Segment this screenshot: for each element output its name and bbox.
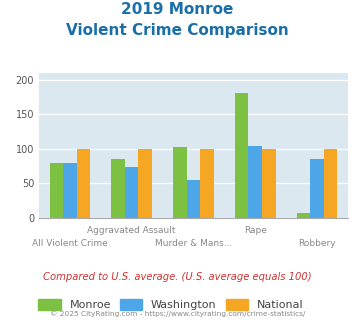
Bar	[50, 163, 63, 218]
Bar	[111, 159, 125, 218]
Text: Murder & Mans...: Murder & Mans...	[155, 239, 232, 248]
Bar	[310, 159, 324, 218]
Bar	[235, 93, 248, 218]
Text: © 2025 CityRating.com - https://www.cityrating.com/crime-statistics/: © 2025 CityRating.com - https://www.city…	[50, 310, 305, 317]
Text: Violent Crime Comparison: Violent Crime Comparison	[66, 23, 289, 38]
Text: 2019 Monroe: 2019 Monroe	[121, 2, 234, 16]
Text: Rape: Rape	[244, 226, 267, 235]
Bar	[138, 148, 152, 218]
Text: All Violent Crime: All Violent Crime	[32, 239, 108, 248]
Bar	[297, 213, 310, 218]
Bar	[63, 163, 77, 218]
Bar	[262, 148, 275, 218]
Bar	[200, 148, 214, 218]
Bar	[125, 167, 138, 218]
Bar	[248, 146, 262, 218]
Bar	[77, 148, 90, 218]
Text: Aggravated Assault: Aggravated Assault	[87, 226, 176, 235]
Text: Compared to U.S. average. (U.S. average equals 100): Compared to U.S. average. (U.S. average …	[43, 272, 312, 282]
Text: Robbery: Robbery	[298, 239, 336, 248]
Bar	[173, 147, 187, 218]
Bar	[187, 181, 200, 218]
Bar	[324, 148, 337, 218]
Legend: Monroe, Washington, National: Monroe, Washington, National	[38, 299, 303, 310]
